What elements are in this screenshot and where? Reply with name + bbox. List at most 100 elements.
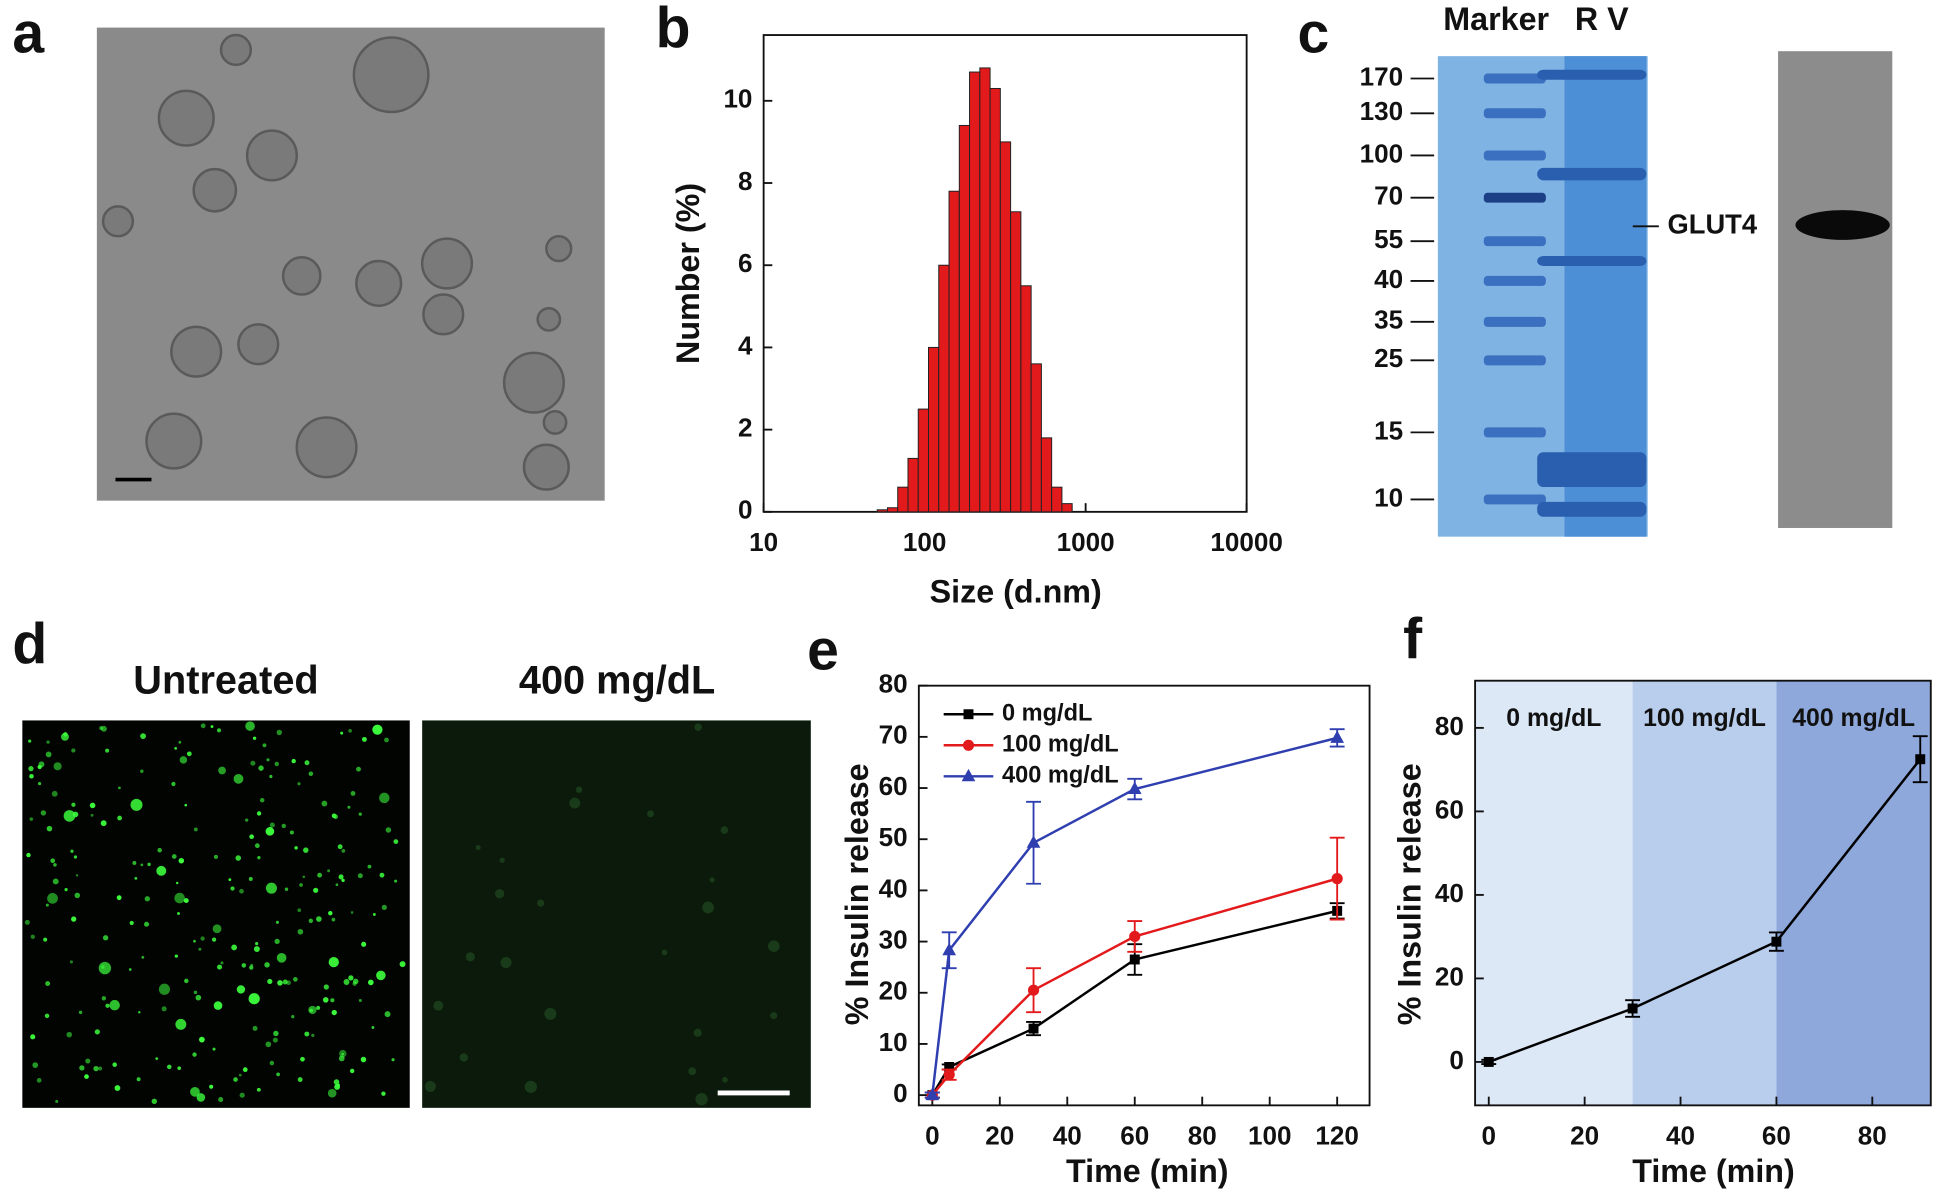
- dot: [249, 834, 254, 840]
- dot: [220, 961, 224, 965]
- dot: [129, 920, 134, 926]
- dot: [102, 935, 109, 941]
- dot: [52, 878, 59, 885]
- dot: [300, 1056, 305, 1062]
- dot: [338, 1055, 345, 1062]
- dot: [367, 864, 372, 869]
- vesicle: [420, 237, 474, 290]
- dot: [252, 736, 257, 740]
- series-line: [1488, 758, 1922, 1064]
- dot: [118, 786, 121, 790]
- x-tick-label: 120: [1315, 1121, 1358, 1151]
- marker: [943, 1069, 955, 1081]
- dot: [130, 798, 143, 811]
- dot: [140, 769, 144, 773]
- dot: [53, 863, 57, 867]
- dot: [524, 1080, 537, 1093]
- dot: [266, 758, 270, 762]
- dot: [144, 921, 150, 927]
- dot: [183, 898, 189, 904]
- dot: [343, 979, 350, 985]
- dot: [694, 723, 702, 731]
- vesicle: [170, 325, 223, 378]
- dot: [291, 1015, 295, 1019]
- dot: [177, 1066, 181, 1071]
- dot: [235, 855, 242, 861]
- dot: [140, 733, 146, 740]
- dot: [218, 766, 226, 775]
- x-tick-label: 20: [1570, 1121, 1599, 1151]
- dot: [335, 883, 339, 887]
- x-axis-title: Time (min): [1632, 1153, 1795, 1189]
- dot: [238, 1073, 242, 1077]
- dot: [316, 916, 322, 922]
- dot: [105, 748, 110, 753]
- lane-band: [1537, 501, 1647, 517]
- region: [1776, 680, 1931, 1106]
- dot: [308, 918, 314, 923]
- marker: [1127, 781, 1142, 795]
- x-tick-label: 100: [903, 527, 946, 557]
- panel-letter: a: [12, 2, 45, 66]
- panel-letter: e: [807, 619, 839, 683]
- dot: [327, 1088, 337, 1098]
- y-tick-label: 80: [879, 669, 908, 699]
- dot: [313, 887, 319, 893]
- fluorescence-image: [22, 720, 410, 1108]
- dot: [213, 1001, 223, 1010]
- vesicles: [101, 33, 573, 491]
- dot: [136, 1077, 141, 1082]
- dot: [72, 811, 79, 818]
- x-tick-label: 60: [1120, 1121, 1149, 1151]
- dot: [257, 855, 261, 860]
- vesicle: [545, 234, 573, 263]
- dot: [372, 913, 376, 916]
- dot: [289, 830, 294, 835]
- dot: [195, 994, 202, 1001]
- dot: [66, 1031, 73, 1038]
- dot: [393, 839, 399, 844]
- dot: [331, 813, 337, 819]
- dot: [24, 919, 30, 925]
- dot: [45, 903, 49, 907]
- lane-band: [1537, 167, 1647, 181]
- dot: [695, 1092, 708, 1106]
- dot: [51, 790, 58, 797]
- legend-label: 400 mg/dL: [1002, 762, 1119, 788]
- dot: [569, 797, 581, 809]
- dot: [371, 1026, 375, 1029]
- fluorescence-image: [422, 720, 811, 1108]
- dot: [112, 1062, 117, 1067]
- dot: [211, 937, 217, 942]
- dot: [297, 1077, 303, 1082]
- dot: [385, 827, 392, 833]
- vesicle: [281, 256, 322, 296]
- ladder-label: 170: [1360, 61, 1403, 91]
- vesicle: [502, 351, 565, 414]
- ladder-label: 35: [1374, 305, 1403, 335]
- dot: [98, 961, 112, 975]
- dot: [265, 1041, 272, 1048]
- histogram-bar: [1061, 503, 1073, 513]
- image-title: 400 mg/dL: [519, 659, 715, 703]
- histogram-bar: [1051, 486, 1063, 513]
- dot: [105, 1003, 110, 1008]
- dot: [274, 938, 280, 945]
- histogram-bar: [989, 87, 1001, 513]
- x-tick-label: 100: [1248, 1121, 1291, 1151]
- plot-frame: [1474, 679, 1932, 1107]
- x-tick-label: 0: [1482, 1121, 1497, 1151]
- dot: [331, 917, 336, 922]
- histogram-bar: [928, 346, 940, 513]
- ladder-label: 100: [1360, 138, 1403, 168]
- dot: [250, 963, 254, 967]
- band-label: GLUT4: [1668, 208, 1758, 239]
- y-axis-title: % Insulin release: [1391, 763, 1427, 1025]
- region-label: 0 mg/dL: [1506, 705, 1601, 732]
- dot: [391, 1058, 395, 1062]
- ladder-label: 15: [1374, 415, 1403, 445]
- fluorescent-dots: [24, 721, 780, 1106]
- dot: [37, 781, 42, 786]
- marker: [1331, 873, 1343, 885]
- dot: [361, 736, 367, 742]
